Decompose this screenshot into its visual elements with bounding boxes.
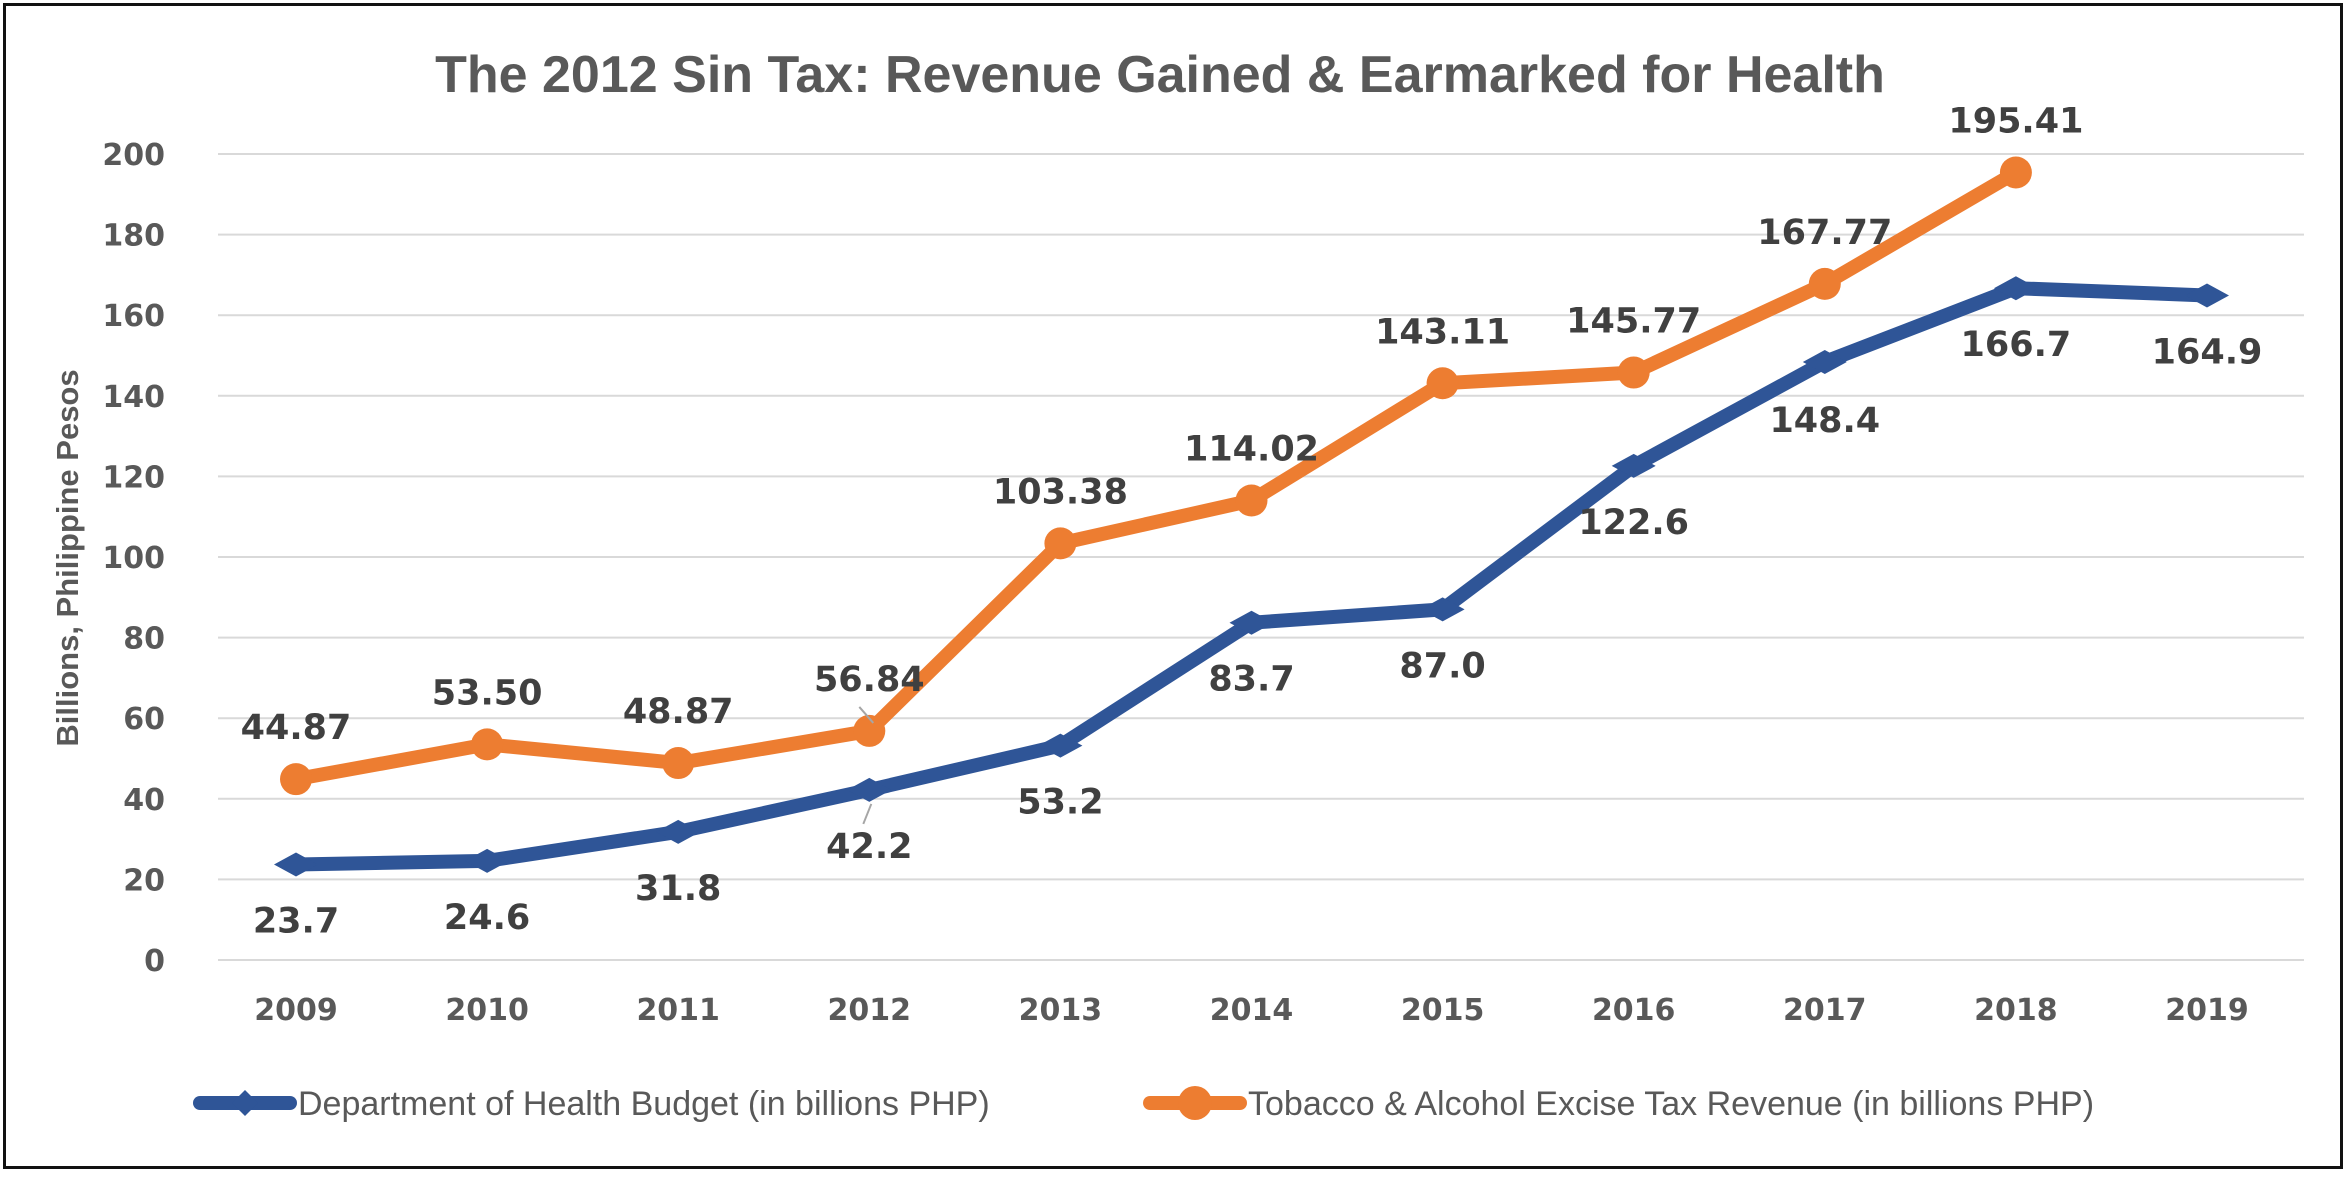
data-label: 167.77 <box>1757 213 1892 253</box>
series-line-excise-tax <box>294 166 2020 787</box>
data-label: 56.84 <box>814 660 925 700</box>
x-tick-label: 2012 <box>828 993 912 1028</box>
data-point-marker <box>1808 267 1841 300</box>
data-point-marker <box>662 747 695 780</box>
data-point-marker <box>1426 367 1459 400</box>
legend-circle-icon <box>1178 1086 1212 1120</box>
data-label: 114.02 <box>1184 429 1319 469</box>
y-tick-label: 100 <box>102 541 165 576</box>
data-point-marker <box>1999 156 2032 189</box>
data-point-marker <box>1235 484 1268 517</box>
leader-line <box>862 803 873 825</box>
y-tick-label: 80 <box>123 622 165 657</box>
y-tick-label: 40 <box>123 783 165 818</box>
data-label: 166.7 <box>1961 325 2072 365</box>
x-tick-label: 2013 <box>1019 993 1103 1028</box>
data-point-marker <box>465 848 510 873</box>
data-point-marker <box>656 819 701 844</box>
data-point-marker <box>1420 597 1465 622</box>
x-tick-label: 2014 <box>1210 993 1294 1028</box>
y-tick-label: 0 <box>144 944 165 979</box>
data-label: 164.9 <box>2152 332 2263 372</box>
data-label: 44.87 <box>241 708 352 748</box>
y-tick-label: 120 <box>102 460 165 495</box>
y-tick-label: 140 <box>102 380 165 415</box>
data-point-marker <box>471 728 504 761</box>
legend-label-doh-budget: Department of Health Budget (in billions… <box>298 1085 990 1123</box>
data-point-marker <box>274 852 318 877</box>
data-point-marker <box>1229 610 1274 635</box>
y-tick-label: 20 <box>123 863 165 898</box>
data-point-marker <box>1617 356 1650 389</box>
y-axis-label: Billions, Philippine Pesos <box>50 369 85 746</box>
data-label: 53.50 <box>432 673 543 713</box>
data-point-marker <box>1044 527 1077 560</box>
data-label: 195.41 <box>1948 101 2083 141</box>
data-point-marker <box>1993 276 2038 301</box>
data-point-marker <box>847 777 892 802</box>
x-tick-label: 2015 <box>1401 993 1485 1028</box>
data-label: 23.7 <box>253 901 339 941</box>
y-tick-label: 60 <box>123 702 165 737</box>
data-label: 145.77 <box>1566 302 1701 342</box>
series-line-doh-budget <box>295 281 2208 872</box>
data-label: 31.8 <box>635 869 721 909</box>
x-tick-label: 2016 <box>1592 993 1676 1028</box>
data-label: 83.7 <box>1208 660 1294 700</box>
data-label: 148.4 <box>1769 401 1880 441</box>
data-label: 87.0 <box>1399 646 1485 686</box>
x-tick-label: 2011 <box>636 993 720 1028</box>
x-tick-label: 2017 <box>1783 993 1867 1028</box>
x-tick-label: 2019 <box>2165 993 2249 1028</box>
data-label: 103.38 <box>993 472 1128 512</box>
data-point-marker <box>1038 733 1083 758</box>
data-point-marker <box>2185 283 2229 308</box>
data-label: 122.6 <box>1578 503 1689 543</box>
data-label: 48.87 <box>623 692 734 732</box>
x-tick-label: 2018 <box>1974 993 2058 1028</box>
legend-diamond-icon <box>232 1090 258 1116</box>
x-tick-label: 2009 <box>254 993 338 1028</box>
data-point-marker <box>1802 349 1847 374</box>
data-label: 53.2 <box>1017 783 1103 823</box>
y-tick-label: 160 <box>102 299 165 334</box>
data-point-marker <box>280 763 312 796</box>
data-label: 143.11 <box>1375 312 1510 352</box>
chart-title: The 2012 Sin Tax: Revenue Gained & Earma… <box>435 46 1885 104</box>
y-tick-label: 180 <box>102 219 165 254</box>
chart-frame <box>3 3 2343 1169</box>
leader-line <box>858 706 875 724</box>
data-label: 42.2 <box>826 827 912 867</box>
x-tick-label: 2010 <box>445 993 529 1028</box>
legend-label-excise-tax: Tobacco & Alcohol Excise Tax Revenue (in… <box>1248 1085 2094 1123</box>
y-tick-label: 200 <box>102 138 165 173</box>
data-label: 24.6 <box>444 898 530 938</box>
data-point-marker <box>1611 453 1656 478</box>
data-point-marker <box>853 714 886 747</box>
